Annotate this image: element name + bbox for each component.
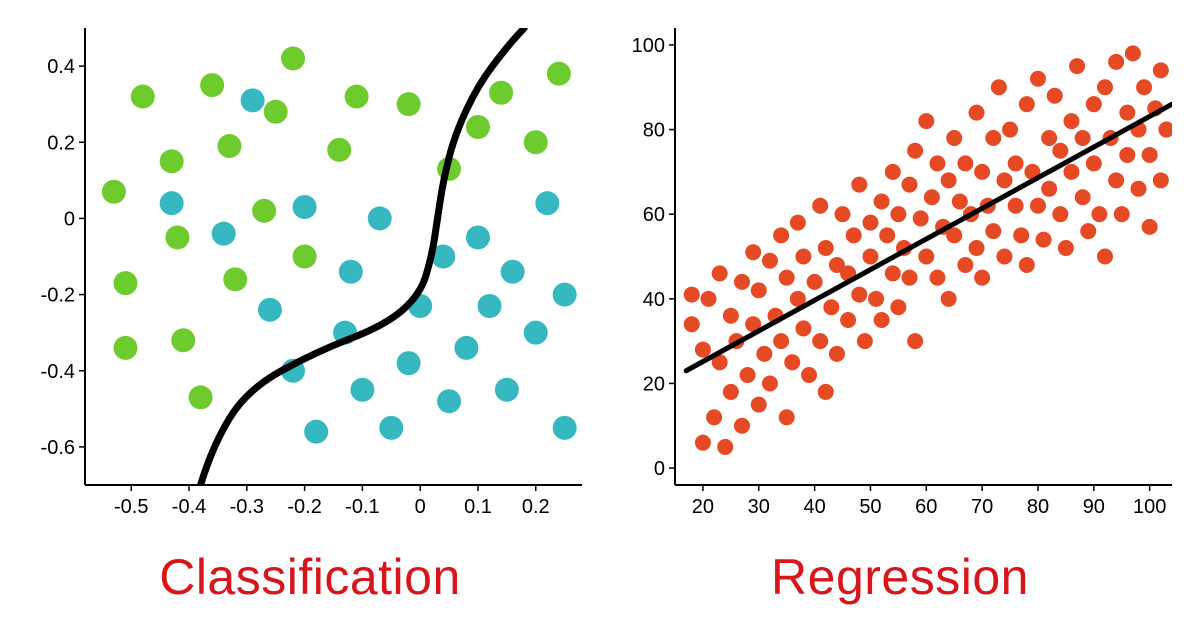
svg-text:-0.5: -0.5 [114, 496, 148, 518]
figure-root: -0.5 -0.4 -0.3 -0.2 -0.1 0 0.1 0.2 -0.6 -0.4 -0.2 0… [0, 0, 1200, 630]
classification-caption: Classification [30, 548, 590, 606]
svg-text:0: 0 [64, 208, 75, 230]
svg-text:50: 50 [859, 496, 881, 518]
svg-text:-0.3: -0.3 [230, 496, 264, 518]
svg-text:20: 20 [692, 496, 714, 518]
svg-text:90: 90 [1083, 496, 1105, 518]
svg-text:100: 100 [1133, 496, 1166, 518]
regression-chart: 20 30 40 50 60 70 80 90 100 0 20 40 60 80 100 [620, 20, 1180, 525]
svg-text:0.2: 0.2 [47, 132, 75, 154]
svg-text:20: 20 [643, 373, 665, 395]
svg-text:-0.4: -0.4 [172, 496, 206, 518]
svg-text:0: 0 [654, 458, 665, 480]
svg-text:80: 80 [643, 120, 665, 142]
svg-text:40: 40 [643, 289, 665, 311]
svg-text:0.1: 0.1 [464, 496, 492, 518]
regression-caption: Regression [620, 548, 1180, 606]
svg-text:70: 70 [971, 496, 993, 518]
svg-text:60: 60 [915, 496, 937, 518]
svg-text:0.2: 0.2 [522, 496, 550, 518]
svg-text:-0.6: -0.6 [41, 437, 75, 459]
svg-text:-0.2: -0.2 [41, 285, 75, 307]
svg-text:-0.2: -0.2 [287, 496, 321, 518]
svg-text:80: 80 [1027, 496, 1049, 518]
svg-text:-0.4: -0.4 [41, 361, 75, 383]
svg-text:0: 0 [415, 496, 426, 518]
svg-text:100: 100 [632, 35, 665, 57]
svg-text:30: 30 [748, 496, 770, 518]
svg-text:60: 60 [643, 204, 665, 226]
svg-text:40: 40 [803, 496, 825, 518]
classification-chart: -0.5 -0.4 -0.3 -0.2 -0.1 0 0.1 0.2 -0.6 -0.4 -0.2 0… [30, 20, 590, 525]
svg-text:0.4: 0.4 [47, 56, 75, 78]
svg-text:-0.1: -0.1 [345, 496, 379, 518]
